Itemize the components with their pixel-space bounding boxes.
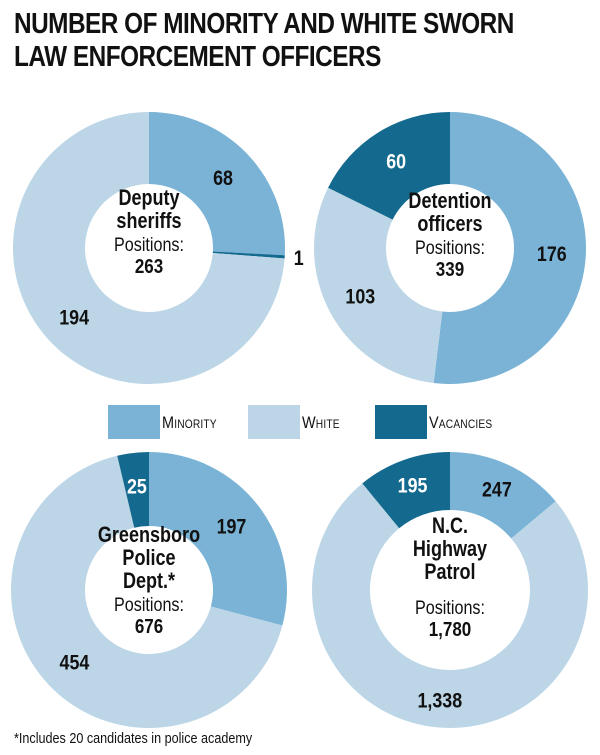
positions-label: Positions: bbox=[415, 597, 485, 619]
slice-white bbox=[314, 187, 443, 384]
footnote: *Includes 20 candidates in police academ… bbox=[14, 730, 253, 747]
data-label-minority: 68 bbox=[213, 167, 233, 191]
center-title-line: Deputy bbox=[118, 186, 180, 210]
data-label-white: 1,338 bbox=[418, 689, 463, 713]
positions-value: 676 bbox=[135, 615, 163, 638]
center-title-line: Highway bbox=[413, 537, 488, 561]
positions-value: 263 bbox=[135, 255, 163, 278]
data-label-white: 103 bbox=[345, 285, 375, 309]
center-title-line: officers bbox=[417, 212, 482, 236]
data-label-minority: 176 bbox=[537, 243, 567, 267]
positions-value: 1,780 bbox=[429, 618, 472, 641]
slice-white bbox=[312, 483, 588, 729]
slice-white bbox=[10, 455, 283, 728]
donut-chart-3: 197 454 25 GreensboroPoliceDept.*Positions:… bbox=[10, 452, 287, 728]
center-title-line: N.C. bbox=[432, 514, 468, 538]
legend-swatch-white bbox=[248, 405, 300, 439]
center-title-line: Detention bbox=[408, 189, 491, 213]
slice-vacancies bbox=[362, 452, 450, 529]
data-label-minority: 247 bbox=[482, 478, 512, 502]
legend-label-minority: Minority bbox=[162, 413, 217, 432]
legend-label-white: White bbox=[302, 413, 340, 432]
chart-title: NUMBER OF MINORITY AND WHITE SWORN LAW E… bbox=[14, 8, 514, 74]
slice-minority bbox=[450, 452, 556, 539]
data-label-vacancies: 1 bbox=[294, 247, 304, 271]
slice-vacancies bbox=[328, 112, 450, 220]
slice-vacancies bbox=[212, 251, 285, 259]
data-label-vacancies: 195 bbox=[398, 474, 428, 498]
slice-vacancies bbox=[117, 452, 149, 528]
data-label-minority: 197 bbox=[217, 515, 247, 539]
center-title-line: Dept.* bbox=[123, 569, 175, 593]
positions-label: Positions: bbox=[114, 234, 184, 256]
legend: Minority White Vacancies bbox=[0, 405, 600, 443]
center-title-line: sheriffs bbox=[116, 209, 181, 233]
legend-swatch-vacancies bbox=[375, 405, 427, 439]
slice-minority bbox=[433, 112, 586, 385]
data-label-vacancies: 60 bbox=[386, 150, 406, 174]
center-title-line: Greensboro bbox=[98, 523, 200, 547]
legend-label-vacancies: Vacancies bbox=[429, 413, 493, 432]
positions-label: Positions: bbox=[415, 237, 485, 259]
title-line-1: NUMBER OF MINORITY AND WHITE SWORN bbox=[14, 8, 514, 40]
slice-minority bbox=[149, 112, 285, 256]
positions-value: 339 bbox=[436, 258, 464, 281]
legend-swatch-minority bbox=[108, 405, 160, 439]
title-line-2: LAW ENFORCEMENT OFFICERS bbox=[14, 41, 381, 73]
positions-label: Positions: bbox=[114, 594, 184, 616]
slice-minority bbox=[149, 452, 287, 626]
data-label-vacancies: 25 bbox=[127, 475, 147, 499]
slice-white bbox=[13, 112, 285, 384]
data-label-white: 454 bbox=[60, 651, 90, 675]
data-label-white: 194 bbox=[59, 306, 89, 330]
center-title-line: Police bbox=[122, 546, 175, 570]
center-title-line: Patrol bbox=[424, 560, 475, 584]
